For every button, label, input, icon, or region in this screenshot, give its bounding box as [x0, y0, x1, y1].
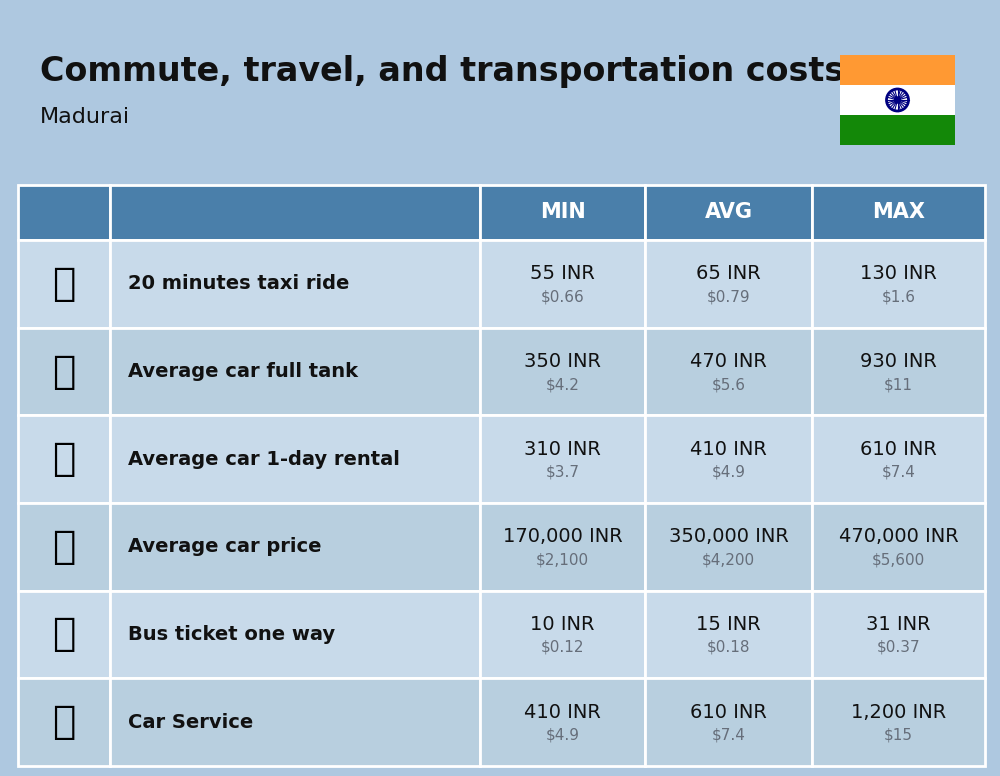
Text: $4.9: $4.9	[546, 728, 580, 743]
Bar	[480, 678, 645, 766]
Text: 🚕: 🚕	[52, 265, 76, 303]
Text: 🔧: 🔧	[52, 703, 76, 741]
Text: 470,000 INR: 470,000 INR	[839, 528, 958, 546]
Text: 610 INR: 610 INR	[690, 702, 767, 722]
Bar	[110, 591, 480, 678]
Bar	[645, 240, 812, 327]
Bar	[840, 85, 955, 115]
Bar	[480, 503, 645, 591]
Bar	[812, 678, 985, 766]
Bar	[480, 415, 645, 503]
Bar	[645, 503, 812, 591]
Text: MAX: MAX	[872, 203, 925, 223]
Bar	[18, 327, 110, 415]
Text: Commute, travel, and transportation costs: Commute, travel, and transportation cost…	[40, 55, 844, 88]
Text: $4,200: $4,200	[702, 553, 755, 567]
Text: 65 INR: 65 INR	[696, 265, 761, 283]
Bar	[110, 185, 480, 240]
Bar	[18, 240, 110, 327]
Text: $7.4: $7.4	[712, 728, 745, 743]
Text: $5,600: $5,600	[872, 553, 925, 567]
Text: 310 INR: 310 INR	[524, 440, 601, 459]
Text: ⛽: ⛽	[52, 352, 76, 390]
Text: 🚙: 🚙	[52, 440, 76, 478]
Text: 130 INR: 130 INR	[860, 265, 937, 283]
Text: 10 INR: 10 INR	[530, 615, 595, 634]
Bar	[645, 591, 812, 678]
Bar	[812, 185, 985, 240]
Text: $11: $11	[884, 377, 913, 392]
Bar	[812, 240, 985, 327]
Bar	[18, 503, 110, 591]
Text: 930 INR: 930 INR	[860, 352, 937, 371]
Text: 610 INR: 610 INR	[860, 440, 937, 459]
Text: $2,100: $2,100	[536, 553, 589, 567]
Text: $0.66: $0.66	[541, 289, 584, 304]
Bar	[812, 327, 985, 415]
Text: $0.18: $0.18	[707, 640, 750, 655]
Text: AVG: AVG	[704, 203, 753, 223]
Bar	[840, 55, 955, 85]
Bar	[18, 591, 110, 678]
Text: $4.9: $4.9	[712, 465, 746, 480]
Bar	[645, 415, 812, 503]
Text: $0.37: $0.37	[877, 640, 920, 655]
Bar	[110, 503, 480, 591]
Bar	[480, 327, 645, 415]
Bar	[110, 415, 480, 503]
Text: 410 INR: 410 INR	[524, 702, 601, 722]
Text: 31 INR: 31 INR	[866, 615, 931, 634]
Bar	[110, 240, 480, 327]
Text: $0.12: $0.12	[541, 640, 584, 655]
Text: 410 INR: 410 INR	[690, 440, 767, 459]
Bar	[840, 115, 955, 145]
Text: MIN: MIN	[540, 203, 585, 223]
Text: Madurai: Madurai	[40, 107, 130, 127]
Text: 1,200 INR: 1,200 INR	[851, 702, 946, 722]
Bar	[812, 591, 985, 678]
Text: 55 INR: 55 INR	[530, 265, 595, 283]
Bar	[480, 591, 645, 678]
Text: 20 minutes taxi ride: 20 minutes taxi ride	[128, 275, 349, 293]
Text: $4.2: $4.2	[546, 377, 579, 392]
Bar	[480, 185, 645, 240]
Text: 15 INR: 15 INR	[696, 615, 761, 634]
Text: 350,000 INR: 350,000 INR	[669, 528, 788, 546]
Text: $7.4: $7.4	[882, 465, 915, 480]
Text: $0.79: $0.79	[707, 289, 750, 304]
Bar	[110, 327, 480, 415]
Bar	[645, 327, 812, 415]
Text: 🚌: 🚌	[52, 615, 76, 653]
Text: $5.6: $5.6	[712, 377, 746, 392]
Text: Average car 1-day rental: Average car 1-day rental	[128, 449, 400, 469]
Text: 350 INR: 350 INR	[524, 352, 601, 371]
Bar	[480, 240, 645, 327]
Text: $15: $15	[884, 728, 913, 743]
Text: Bus ticket one way: Bus ticket one way	[128, 625, 335, 644]
Bar	[812, 503, 985, 591]
Bar	[645, 185, 812, 240]
Text: 170,000 INR: 170,000 INR	[503, 528, 622, 546]
Text: Average car price: Average car price	[128, 537, 322, 556]
Text: Car Service: Car Service	[128, 712, 253, 732]
Text: 470 INR: 470 INR	[690, 352, 767, 371]
Bar	[110, 678, 480, 766]
Bar	[812, 415, 985, 503]
Circle shape	[895, 97, 900, 103]
Bar	[18, 415, 110, 503]
Text: 🚗: 🚗	[52, 528, 76, 566]
Bar	[645, 678, 812, 766]
Text: $1.6: $1.6	[882, 289, 916, 304]
Text: $3.7: $3.7	[546, 465, 580, 480]
Bar	[18, 185, 110, 240]
Text: Average car full tank: Average car full tank	[128, 362, 358, 381]
Bar	[18, 678, 110, 766]
